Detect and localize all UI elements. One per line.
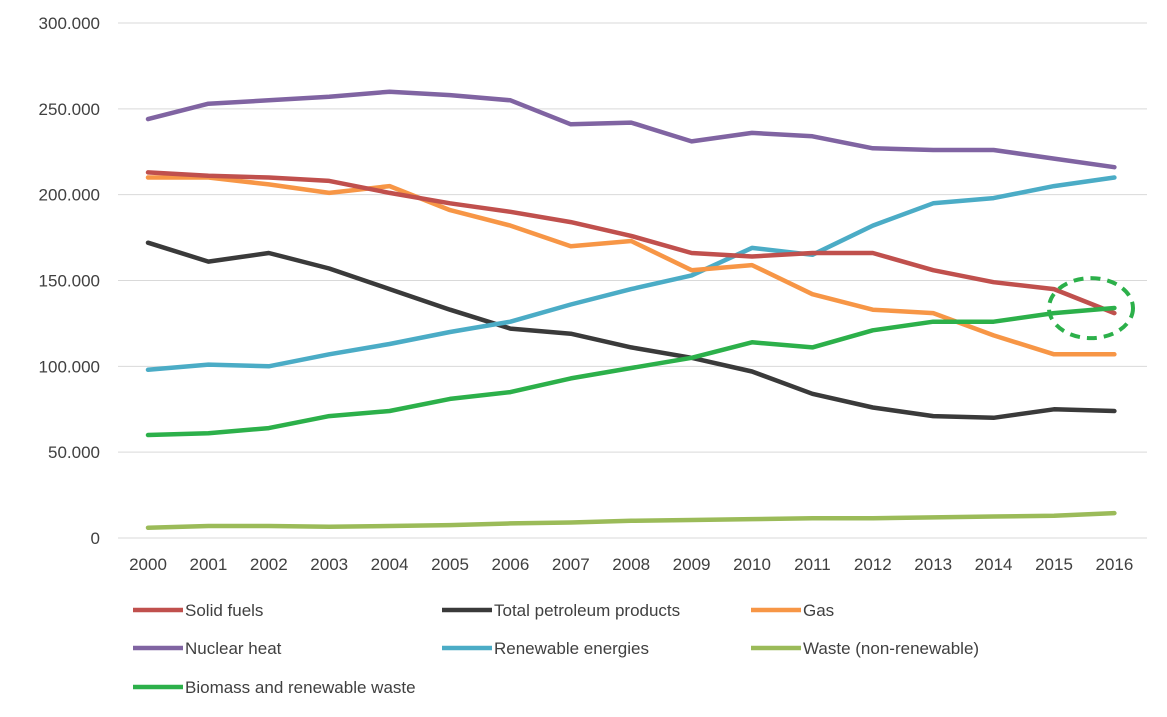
legend-label: Solid fuels [185,601,263,620]
series-line-waste-non-renewable [145,510,1117,530]
x-tick-label: 2006 [491,555,529,574]
x-tick-label: 2001 [189,555,227,574]
legend-label: Renewable energies [494,639,649,658]
x-tick-label: 2004 [371,555,409,574]
y-tick-label: 300.000 [39,14,100,33]
y-tick-label: 100.000 [39,357,100,376]
y-tick-label: 150.000 [39,272,100,291]
x-tick-label: 2011 [794,555,831,574]
legend: Solid fuels Total petroleum products Gas Nu… [133,601,979,697]
legend-label: Gas [803,601,834,620]
y-axis-tick-labels: 0 50.000 100.000 150.000 200.000 250.000 300.0… [39,14,100,548]
x-tick-label: 2003 [310,555,348,574]
y-tick-label: 200.000 [39,186,100,205]
x-tick-label: 2016 [1095,555,1133,574]
y-tick-label: 50.000 [48,443,100,462]
x-tick-label: 2009 [673,555,711,574]
series-line-renewable-energies [145,175,1117,373]
legend-label: Nuclear heat [185,639,282,658]
highlight-ellipse [1047,276,1135,341]
y-tick-label: 0 [91,529,100,548]
x-axis-tick-labels: 2000 2001 2002 2003 2004 2005 2006 2007 2008 2009… [129,555,1133,574]
series-line-total-petroleum-products [145,240,1117,421]
x-tick-label: 2013 [914,555,952,574]
x-tick-label: 2005 [431,555,469,574]
series-line-nuclear-heat [145,89,1117,170]
legend-label: Total petroleum products [494,601,680,620]
x-tick-label: 2010 [733,555,771,574]
y-tick-label: 250.000 [39,100,100,119]
series-line-gas [145,175,1117,357]
x-tick-label: 2008 [612,555,650,574]
series-line-biomass-and-renewable-waste [145,305,1117,438]
x-tick-label: 2012 [854,555,892,574]
x-tick-label: 2000 [129,555,167,574]
legend-label: Waste (non-renewable) [803,639,979,658]
series-lines [145,89,1117,530]
highlight-annotation [1047,276,1135,341]
x-tick-label: 2007 [552,555,590,574]
x-tick-label: 2015 [1035,555,1073,574]
legend-label: Biomass and renewable waste [185,678,416,697]
x-tick-label: 2014 [975,555,1013,574]
series-line-solid-fuels [145,170,1117,316]
x-tick-label: 2002 [250,555,288,574]
